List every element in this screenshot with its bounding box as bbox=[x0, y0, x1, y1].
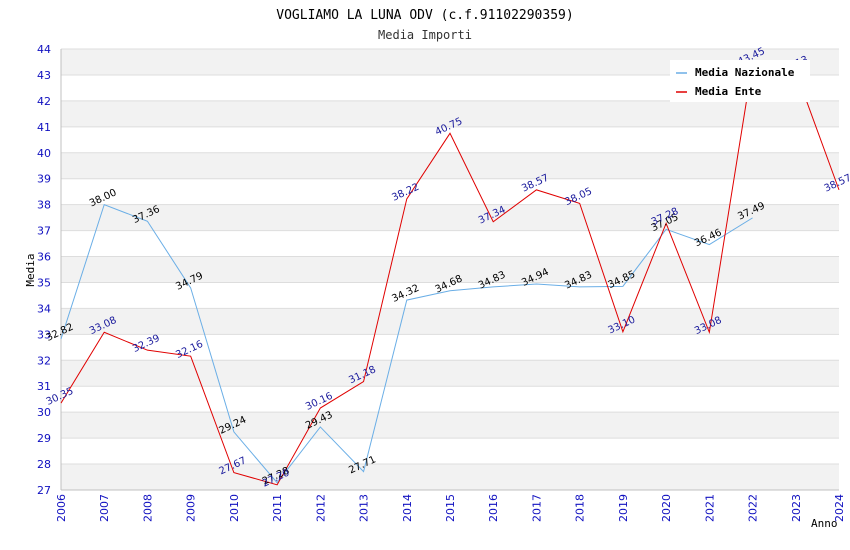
y-tick-label: 32 bbox=[37, 354, 51, 367]
data-label: 38.22 bbox=[390, 182, 421, 204]
x-tick-label: 2015 bbox=[444, 494, 457, 522]
y-tick-label: 35 bbox=[37, 276, 51, 289]
x-tick-label: 2006 bbox=[55, 494, 68, 522]
y-tick-label: 33 bbox=[37, 328, 51, 341]
y-tick-label: 28 bbox=[37, 458, 51, 471]
x-tick-label: 2007 bbox=[98, 494, 111, 522]
legend: Media Nazionale Media Ente bbox=[670, 60, 810, 102]
x-axis-label: Anno bbox=[811, 517, 838, 530]
y-tick-labels: 27 28 29 30 31 32 33 34 35 36 37 38 39 40 41 42 43 44 bbox=[37, 43, 51, 497]
data-label: 32.16 bbox=[174, 339, 205, 361]
plot-band bbox=[61, 360, 839, 387]
y-tick-label: 36 bbox=[37, 251, 51, 264]
y-tick-label: 44 bbox=[37, 43, 51, 56]
y-tick-label: 38 bbox=[37, 199, 51, 212]
plot-band bbox=[61, 464, 839, 490]
y-tick-label: 30 bbox=[37, 406, 51, 419]
plot-band bbox=[61, 308, 839, 335]
y-tick-label: 41 bbox=[37, 121, 51, 134]
y-tick-label: 31 bbox=[37, 380, 51, 393]
legend-label-nazionale: Media Nazionale bbox=[695, 66, 795, 79]
x-tick-label: 2023 bbox=[790, 494, 803, 522]
x-tick-label: 2020 bbox=[660, 494, 673, 522]
x-tick-label: 2014 bbox=[401, 494, 414, 522]
y-tick-label: 27 bbox=[37, 484, 51, 497]
series-line-ente bbox=[60, 62, 840, 486]
x-tick-label: 2018 bbox=[574, 494, 587, 522]
plot-band bbox=[61, 256, 839, 283]
plot-band bbox=[61, 100, 839, 127]
x-tick-label: 2022 bbox=[747, 494, 760, 522]
plot-bands bbox=[61, 49, 839, 490]
x-tick-labels: 2006 2007 2008 2009 2010 2011 2012 2013 2014 2015… bbox=[55, 494, 846, 522]
x-tick-label: 2013 bbox=[358, 494, 371, 522]
plot-band bbox=[61, 152, 839, 179]
x-tick-label: 2011 bbox=[271, 494, 284, 522]
series-lines bbox=[60, 62, 840, 486]
x-tick-label: 2009 bbox=[185, 494, 198, 522]
data-label: 32.82 bbox=[45, 322, 76, 344]
y-tick-label: 42 bbox=[37, 95, 51, 108]
y-tick-label: 43 bbox=[37, 69, 51, 82]
legend-box bbox=[670, 60, 810, 102]
x-tick-label: 2012 bbox=[314, 494, 327, 522]
y-tick-label: 34 bbox=[37, 302, 51, 315]
legend-label-ente: Media Ente bbox=[695, 85, 762, 98]
y-axis-label: Media bbox=[24, 253, 37, 286]
x-tick-label: 2017 bbox=[530, 494, 543, 522]
x-tick-label: 2024 bbox=[833, 494, 846, 522]
y-tick-label: 37 bbox=[37, 225, 51, 238]
x-tick-label: 2010 bbox=[228, 494, 241, 522]
x-tick-label: 2021 bbox=[703, 494, 716, 522]
plot-band bbox=[61, 204, 839, 231]
plot-band bbox=[61, 412, 839, 439]
x-tick-label: 2019 bbox=[617, 494, 630, 522]
y-tick-label: 40 bbox=[37, 147, 51, 160]
data-label: 34.32 bbox=[390, 283, 421, 305]
series-line-nazionale bbox=[60, 203, 753, 484]
chart-subtitle: Media Importi bbox=[378, 28, 472, 42]
x-tick-label: 2016 bbox=[487, 494, 500, 522]
y-tick-label: 39 bbox=[37, 173, 51, 186]
x-tick-label: 2008 bbox=[141, 494, 154, 522]
grid-lines bbox=[61, 48, 839, 491]
y-tick-label: 29 bbox=[37, 432, 51, 445]
chart-title: VOGLIAMO LA LUNA ODV (c.f.91102290359) bbox=[276, 8, 573, 23]
